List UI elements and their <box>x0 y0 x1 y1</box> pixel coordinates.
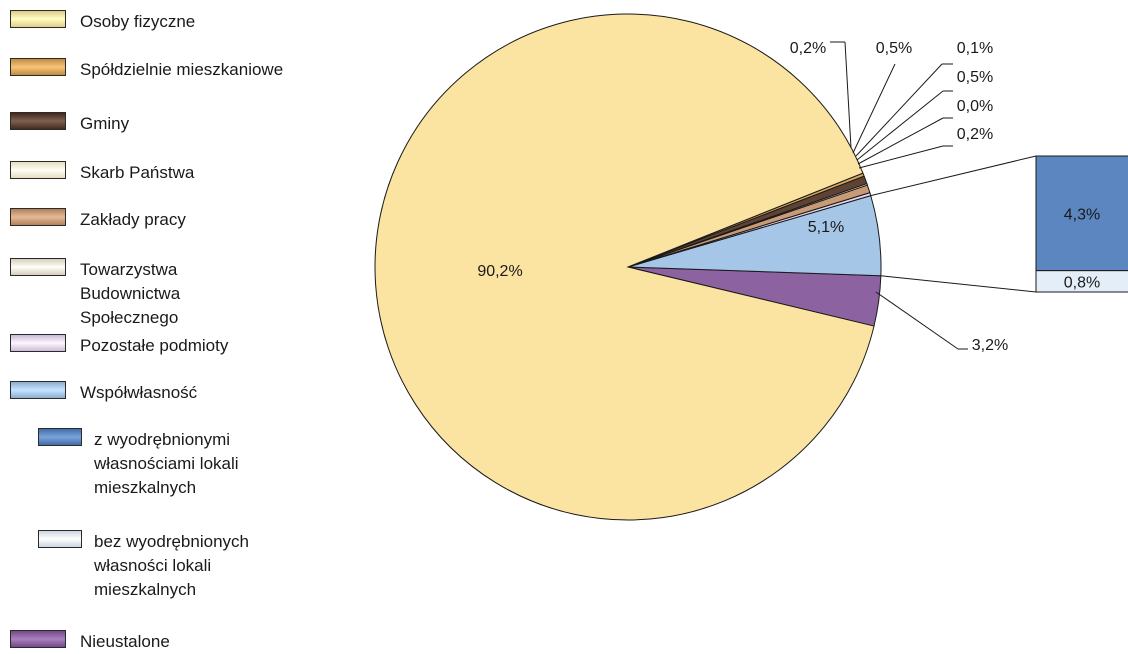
legend-swatch <box>38 530 82 548</box>
legend-label: Pozostałe podmioty <box>80 336 229 355</box>
leader-line <box>855 63 943 157</box>
legend-label: Osoby fizyczne <box>80 12 196 31</box>
legend-label: Skarb Państwa <box>80 163 195 182</box>
legend-label: Zakłady pracy <box>80 210 186 229</box>
legend-label: Współwłasność <box>80 383 198 402</box>
legend-item-bez-wyodrebnionych: bez wyodrębnionych własności lokali mies… <box>38 530 294 602</box>
slice-label: 5,1% <box>808 219 844 236</box>
breakdown-label: 0,8% <box>1064 274 1100 291</box>
legend-item-tbs: Towarzystwa Budownictwa Społecznego <box>10 258 330 330</box>
slice-label: 0,5% <box>876 40 912 57</box>
legend-label: Towarzystwa Budownictwa Społecznego <box>80 260 181 327</box>
legend-item-osoby-fizyczne: Osoby fizyczne <box>10 10 195 34</box>
legend-label: bez wyodrębnionych własności lokali mies… <box>94 532 249 599</box>
legend-item-gminy: Gminy <box>10 112 129 136</box>
leader-line <box>875 291 959 350</box>
legend-label: Nieustalone <box>80 632 170 651</box>
legend-swatch <box>10 58 66 76</box>
pie-slices <box>374 13 882 521</box>
legend-item-zaklady-pracy: Zakłady pracy <box>10 208 186 232</box>
legend-swatch <box>10 10 66 28</box>
legend: Osoby fizyczne Spółdzielnie mieszkaniowe… <box>0 0 340 653</box>
leader-line <box>857 117 944 165</box>
connector-line <box>870 155 1037 197</box>
slice-label: 90,2% <box>477 263 522 280</box>
slice-labels: 3,2% 5,1% 0,2% 0,0% 0,5% 0,1% 0,5% 0,2% 90,2% <box>477 40 1008 354</box>
legend-swatch <box>10 208 66 226</box>
legend-item-wspolwlasnosc: Współwłasność <box>10 381 197 405</box>
leader-lines <box>830 41 968 350</box>
legend-swatch <box>10 381 66 399</box>
pie-slice <box>374 13 875 521</box>
slice-label: 0,0% <box>957 98 993 115</box>
leader-line <box>856 90 944 161</box>
legend-label: Gminy <box>80 114 130 133</box>
legend-swatch <box>10 258 66 276</box>
legend-label: z wyodrębnionymi własnościami lokali mie… <box>94 430 239 497</box>
legend-item-pozostale: Pozostałe podmioty <box>10 334 228 358</box>
legend-item-spoldzielnie: Spółdzielnie mieszkaniowe <box>10 58 283 82</box>
slice-label: 0,2% <box>790 40 826 57</box>
breakdown-label: 4,3% <box>1064 206 1100 223</box>
connector-line <box>880 275 1037 293</box>
slice-label: 0,1% <box>957 40 993 57</box>
legend-item-nieustalone: Nieustalone <box>10 630 170 654</box>
legend-item-skarb-panstwa: Skarb Państwa <box>10 161 194 185</box>
legend-swatch <box>10 161 66 179</box>
leader-line <box>858 145 944 169</box>
slice-label: 0,2% <box>957 126 993 143</box>
legend-swatch <box>10 334 66 352</box>
legend-item-z-wyodrebnionymi: z wyodrębnionymi własnościami lokali mie… <box>38 428 279 500</box>
legend-swatch <box>10 630 66 648</box>
breakdown-segment <box>1035 270 1128 293</box>
legend-swatch <box>38 428 82 446</box>
leader-line <box>844 41 852 149</box>
leader-line <box>852 63 896 154</box>
legend-swatch <box>10 112 66 130</box>
slice-label: 3,2% <box>972 337 1008 354</box>
breakdown-bar: 4,3% 0,8% <box>870 155 1128 293</box>
slice-label: 0,5% <box>957 69 993 86</box>
breakdown-segment <box>1035 155 1128 272</box>
legend-label: Spółdzielnie mieszkaniowe <box>80 60 284 79</box>
